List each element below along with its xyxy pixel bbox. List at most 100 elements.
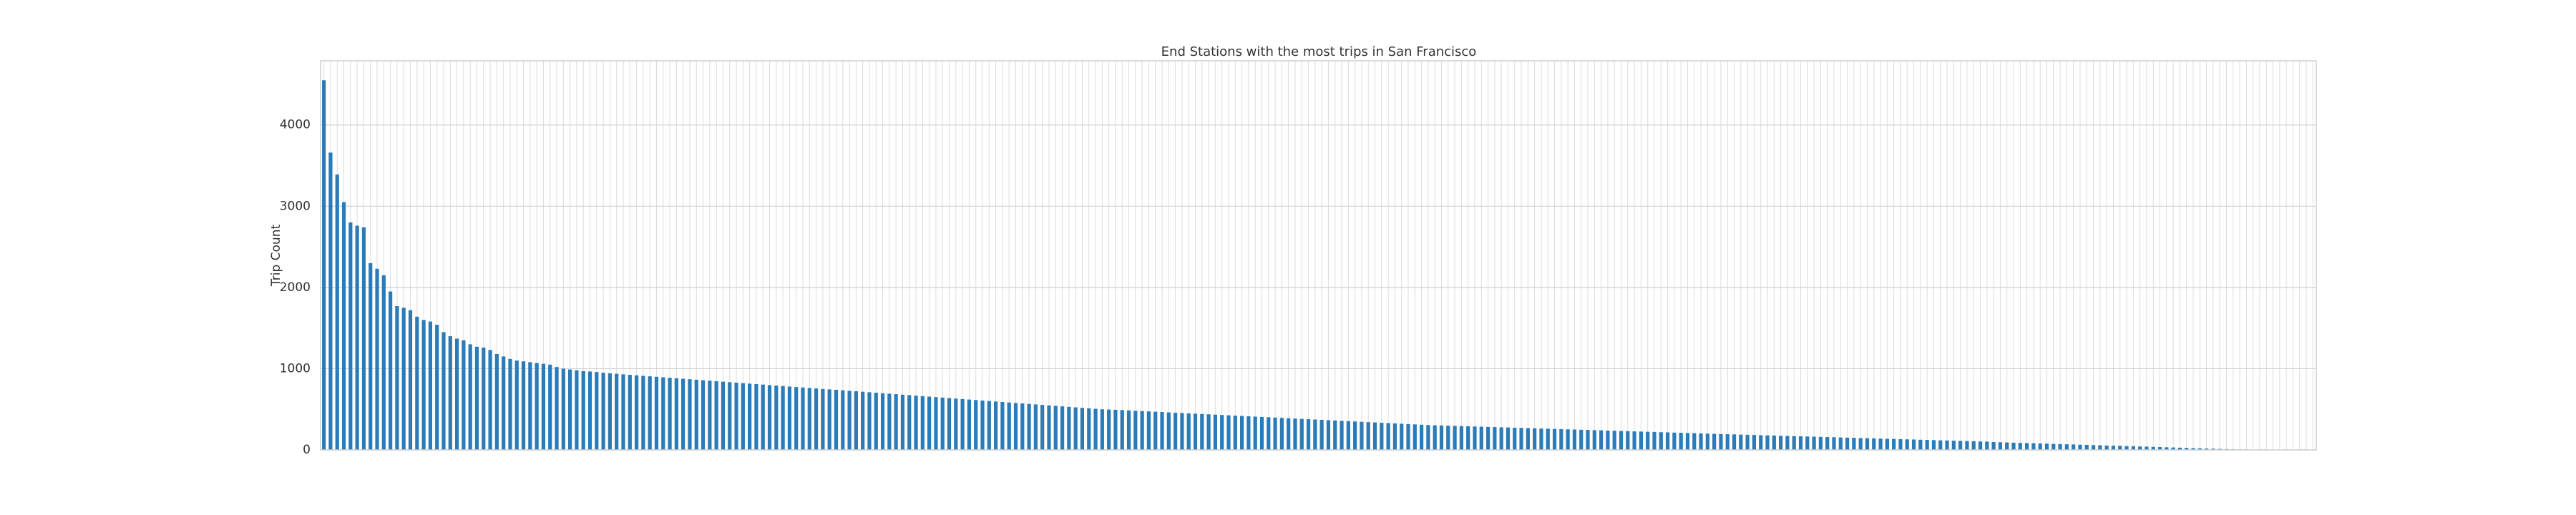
bar (1905, 439, 1909, 450)
bar (1459, 426, 1463, 450)
bar (1007, 402, 1011, 450)
bar (508, 358, 512, 450)
bar (408, 310, 413, 450)
bar (1725, 434, 1729, 450)
y-tick-label: 3000 (280, 199, 311, 213)
bar (894, 394, 898, 450)
bar (1120, 410, 1124, 450)
bar (328, 152, 333, 450)
bar (1845, 437, 1850, 450)
bar (1699, 433, 1703, 450)
bar (482, 347, 486, 450)
bar (1027, 403, 1031, 450)
bar (654, 376, 659, 450)
bar (2111, 446, 2116, 450)
bar (1885, 438, 1889, 450)
bar (1719, 433, 1723, 450)
bar (1426, 425, 1430, 450)
bar (1858, 438, 1863, 450)
bar (595, 372, 599, 450)
bar (615, 373, 619, 450)
bar (681, 378, 686, 450)
bar (1732, 434, 1737, 450)
bar (1792, 436, 1796, 450)
bar (348, 222, 353, 450)
bar (2038, 443, 2042, 450)
bar (907, 395, 912, 450)
bar (2084, 444, 2089, 450)
bar (841, 390, 845, 450)
bar (1360, 421, 1364, 450)
bar (335, 174, 339, 450)
bar (1013, 403, 1018, 450)
bar (1319, 419, 1324, 450)
bar (1140, 411, 1144, 450)
bar (1153, 411, 1158, 450)
bar (1965, 441, 1969, 450)
y-tick-label: 2000 (280, 280, 311, 295)
bar (1592, 430, 1596, 450)
bar (355, 225, 359, 450)
bar (381, 275, 386, 450)
bar (1825, 437, 1830, 450)
bar (395, 305, 399, 450)
bar (1572, 429, 1577, 450)
plot-frame (320, 60, 2317, 451)
bar (1632, 431, 1636, 450)
bar (1146, 411, 1151, 450)
bar (2151, 446, 2155, 450)
bar (1226, 415, 1231, 450)
y-tick-label: 4000 (280, 118, 311, 132)
bar (1406, 423, 1410, 450)
bar (2018, 443, 2022, 450)
bar (847, 391, 852, 450)
bar (1206, 414, 1211, 450)
bar (2104, 445, 2109, 450)
bar (561, 368, 565, 450)
bar (974, 400, 978, 450)
bar (1220, 415, 1224, 450)
bar (535, 363, 539, 450)
bar (2091, 445, 2096, 450)
bar (1200, 413, 1204, 450)
bar (1566, 429, 1570, 450)
bar (867, 392, 872, 450)
bar (1865, 438, 1870, 450)
bar (814, 388, 819, 450)
bar (2211, 448, 2215, 450)
bar (1818, 436, 1823, 450)
bar (1539, 428, 1543, 450)
bar (1067, 406, 1071, 450)
bar (861, 391, 865, 450)
bar (628, 375, 632, 450)
bar (1047, 405, 1051, 450)
bar (601, 373, 605, 450)
bar (1685, 433, 1690, 450)
bar (1546, 428, 1550, 450)
bar (1958, 441, 1963, 450)
bar (794, 387, 799, 450)
chart-title: End Stations with the most trips in San … (1161, 44, 1477, 59)
bar (1951, 441, 1956, 450)
bar (754, 384, 758, 450)
bar (1579, 429, 1584, 450)
bar (748, 383, 752, 450)
bar (1180, 413, 1184, 450)
bar (1100, 409, 1104, 450)
bar (1386, 423, 1390, 450)
bar (1911, 439, 1916, 450)
bar (1639, 431, 1643, 450)
bar (827, 389, 831, 450)
bar (341, 202, 346, 450)
y-tick-label: 0 (303, 443, 311, 457)
bar (375, 268, 379, 450)
bar (774, 386, 779, 450)
bar (2165, 447, 2169, 450)
bar (1413, 424, 1417, 450)
bar (1679, 433, 1683, 450)
bar (541, 363, 546, 450)
bar (1133, 411, 1138, 450)
bar (1433, 425, 1437, 450)
bar (880, 393, 885, 450)
bar (2011, 442, 2016, 450)
